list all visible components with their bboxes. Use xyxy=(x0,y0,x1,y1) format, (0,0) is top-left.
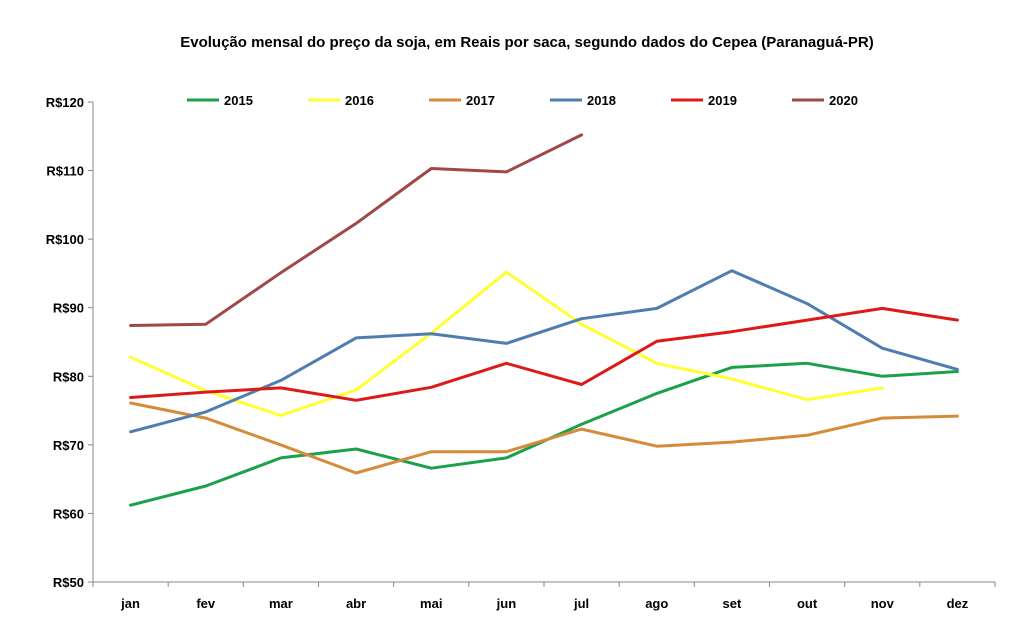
legend-label-2015: 2015 xyxy=(224,93,253,108)
series-line-2017 xyxy=(129,401,959,475)
series-line-2019 xyxy=(129,306,959,402)
x-tick-label: ago xyxy=(645,596,668,611)
legend-label-2020: 2020 xyxy=(829,93,858,108)
x-tick-label: fev xyxy=(196,596,216,611)
y-tick-label: R$70 xyxy=(53,438,84,453)
legend-label-2017: 2017 xyxy=(466,93,495,108)
x-tick-label: mai xyxy=(420,596,442,611)
x-tick-label: abr xyxy=(346,596,366,611)
chart-legend: 2015 2016 2017 2018 2019 2020 xyxy=(187,93,858,108)
legend-label-2019: 2019 xyxy=(708,93,737,108)
series-line-2018 xyxy=(129,269,959,434)
y-tick-label: R$80 xyxy=(53,369,84,384)
y-tick-label: R$50 xyxy=(53,575,84,590)
x-tick-label: out xyxy=(797,596,818,611)
y-tick-label: R$120 xyxy=(46,95,84,110)
chart-axes: R$50 R$60 R$70 R$80 R$90 R$100 R$110 R$120 jan fe… xyxy=(46,95,996,611)
x-tick-label: jun xyxy=(496,596,517,611)
legend-label-2018: 2018 xyxy=(587,93,616,108)
x-tick-label: dez xyxy=(947,596,969,611)
series-line-2016 xyxy=(129,270,884,417)
y-tick-label: R$90 xyxy=(53,301,84,316)
x-tick-label: jul xyxy=(573,596,589,611)
y-tick-label: R$110 xyxy=(46,164,84,179)
x-tick-label: nov xyxy=(871,596,895,611)
x-tick-label: set xyxy=(723,596,742,611)
legend-label-2016: 2016 xyxy=(345,93,374,108)
x-tick-label: mar xyxy=(269,596,293,611)
chart-title: Evolução mensal do preço da soja, em Rea… xyxy=(180,34,874,51)
y-tick-label: R$60 xyxy=(53,506,84,521)
series-line-2020 xyxy=(129,133,584,327)
x-tick-label: jan xyxy=(120,596,140,611)
chart-series xyxy=(129,133,959,507)
y-tick-label: R$100 xyxy=(46,232,84,247)
